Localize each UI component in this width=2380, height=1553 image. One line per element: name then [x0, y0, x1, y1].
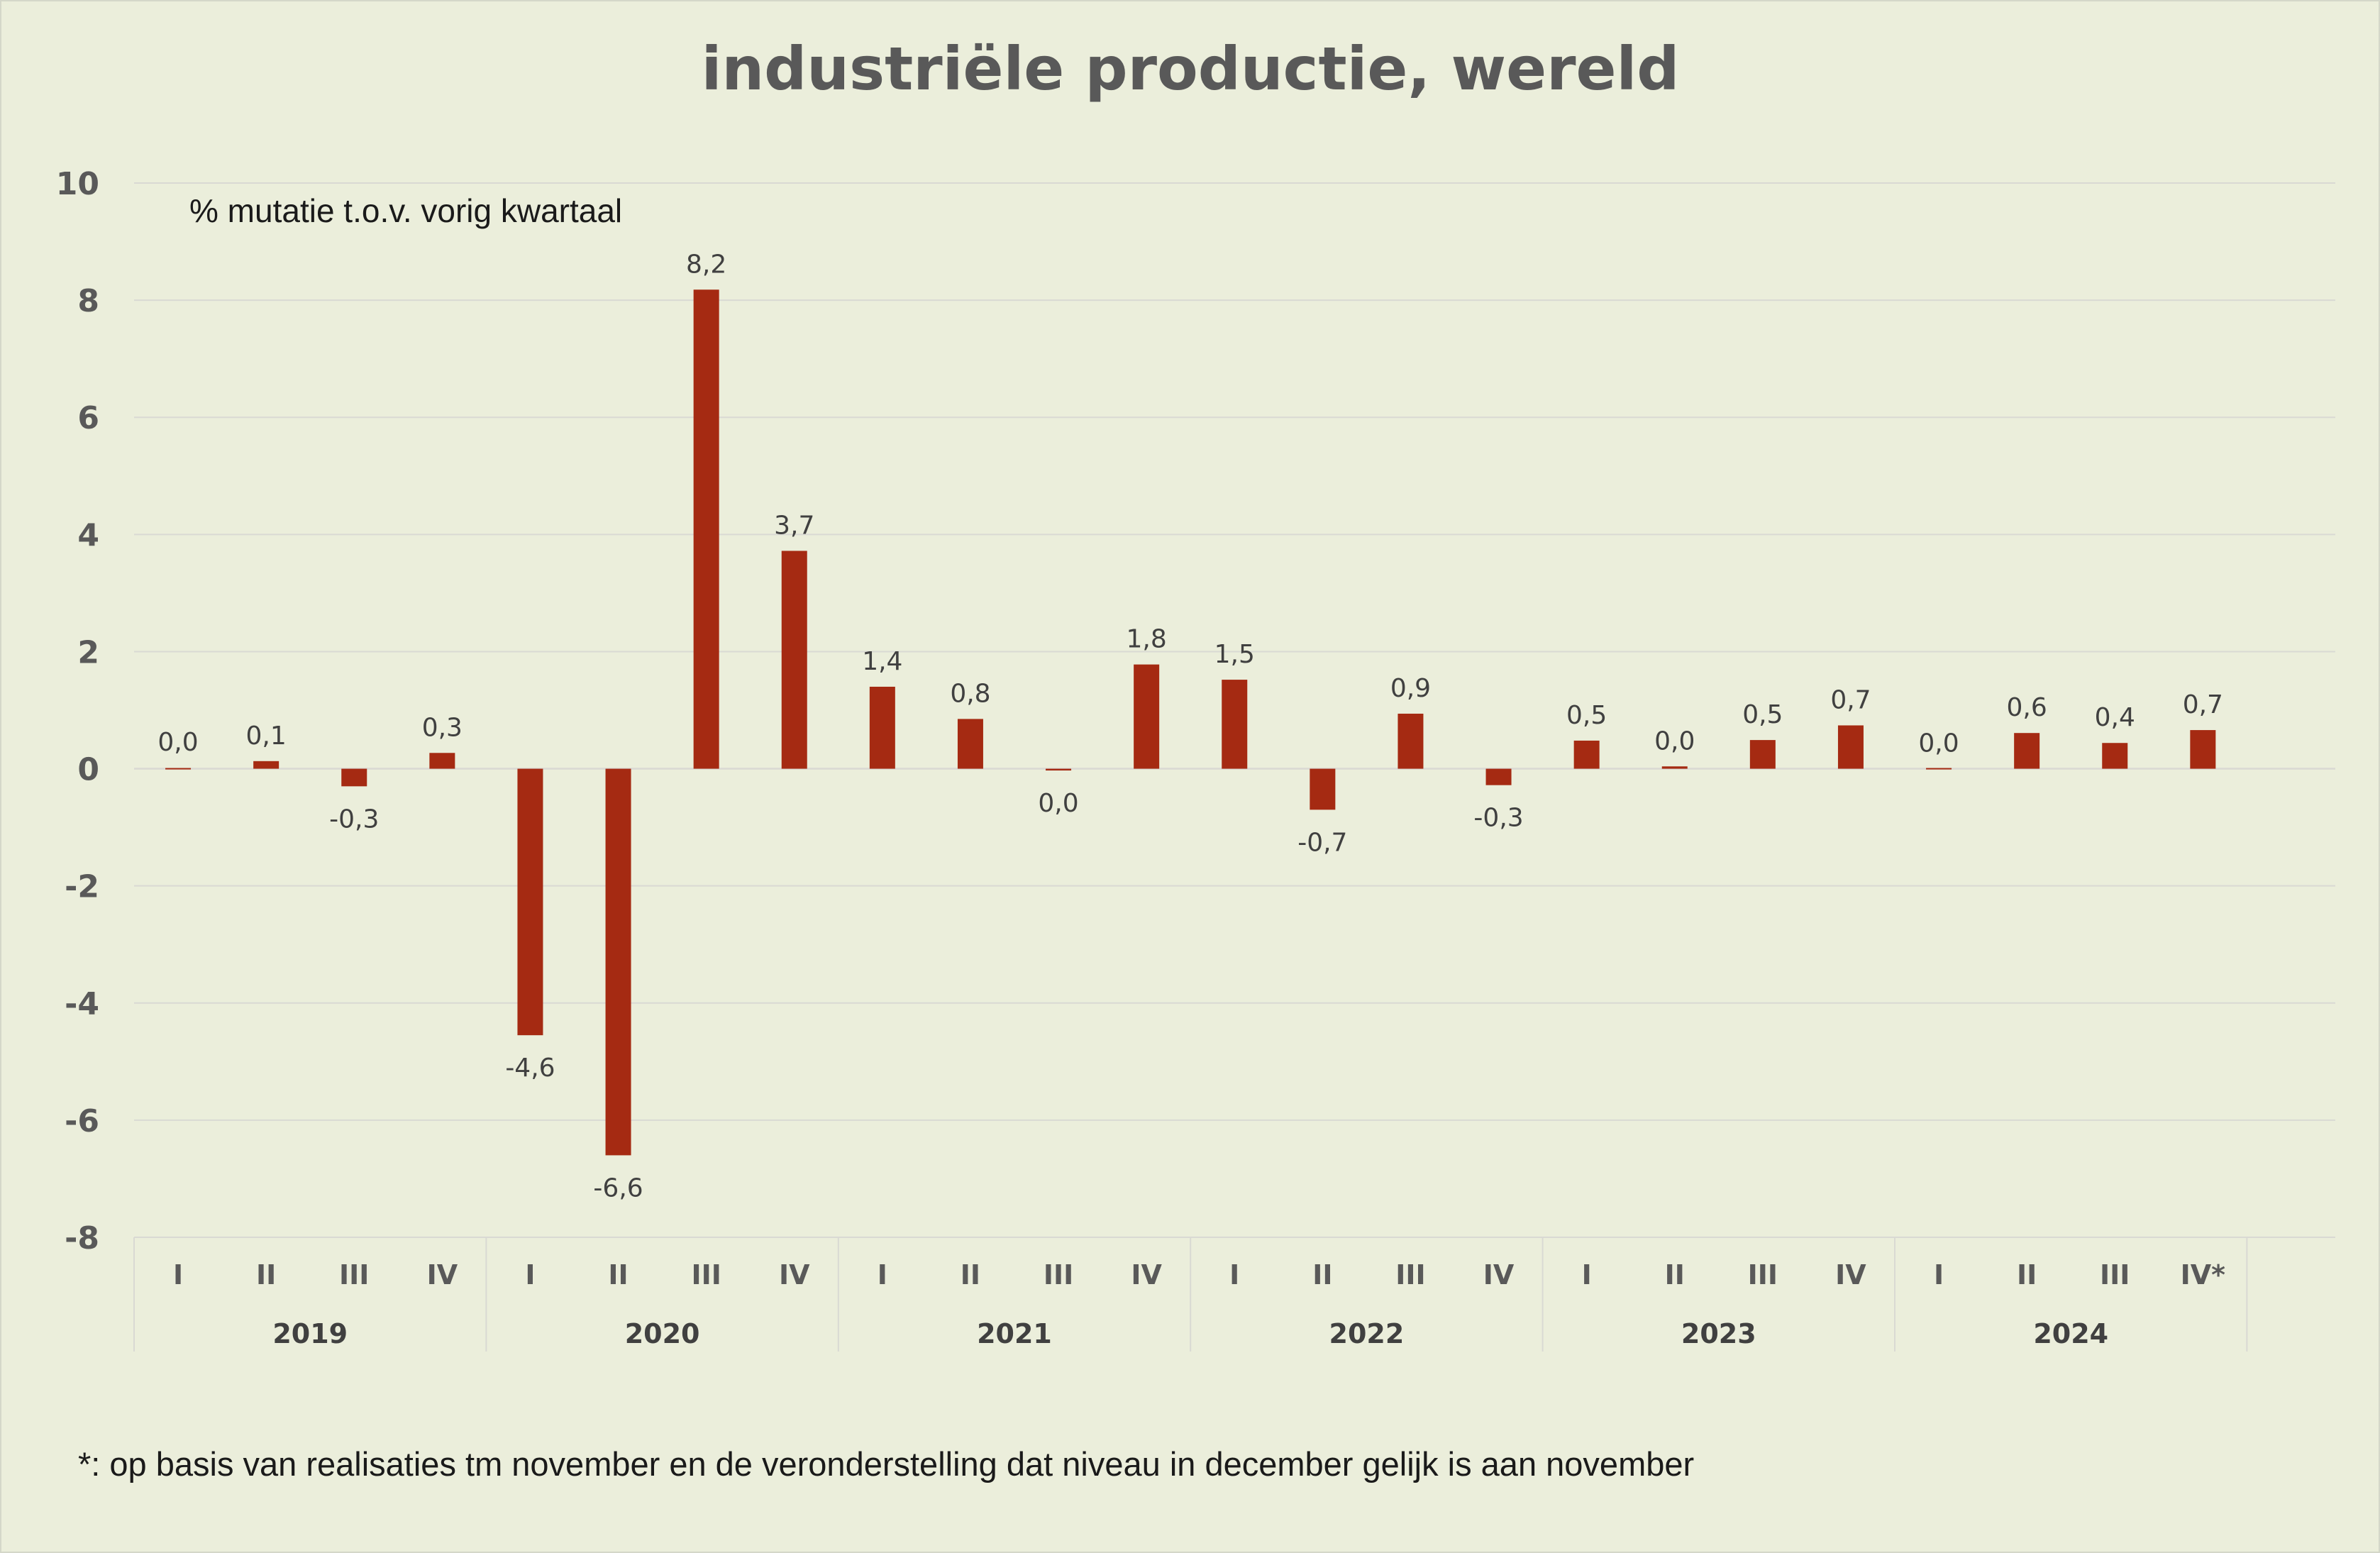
x-tick-label: IV [427, 1259, 458, 1291]
x-year-label: 2020 [625, 1318, 700, 1349]
data-label: -0,3 [329, 805, 379, 834]
bar [1310, 768, 1336, 810]
data-label: -4,6 [505, 1054, 555, 1083]
bar [1046, 768, 1072, 771]
bar [1134, 664, 1160, 769]
x-tick-label: II [1665, 1259, 1685, 1291]
x-tick-label: I [525, 1259, 535, 1291]
bar [781, 551, 807, 769]
data-label: 0,7 [1830, 685, 1871, 714]
y-tick-label: -6 [65, 1103, 99, 1139]
data-label: 0,0 [1038, 789, 1078, 818]
data-label: -6,6 [593, 1173, 643, 1203]
x-year-label: 2019 [272, 1318, 348, 1349]
data-label: 0,6 [2007, 693, 2047, 722]
y-tick-label: 8 [77, 283, 99, 319]
x-tick-label: IV* [2181, 1259, 2226, 1291]
data-label: 0,8 [950, 679, 990, 708]
data-labels: 0,0 0,1 -0,3 0,3 -4,6 -6,6 8,2 3,7 1,4 0,8 0,0 1,8 1… [157, 250, 2223, 1203]
data-label: 3,7 [774, 511, 814, 540]
x-tick-label: IV [1835, 1259, 1866, 1291]
y-tick-label: -4 [65, 986, 99, 1022]
x-tick-label: III [1395, 1259, 1425, 1291]
data-label: -0,3 [1473, 804, 1523, 833]
data-label: 0,4 [2095, 703, 2135, 732]
x-tick-label: II [608, 1259, 628, 1291]
bar [253, 761, 279, 769]
bar [341, 768, 367, 787]
y-axis: 10 8 6 4 2 0 -2 -4 -6 -8 [56, 166, 99, 1256]
x-tick-label: I [878, 1259, 887, 1291]
data-label: -0,7 [1297, 828, 1347, 857]
bar [2014, 733, 2040, 769]
data-label: 0,0 [1918, 729, 1959, 758]
x-tick-label: III [339, 1259, 369, 1291]
footnote: *: op basis van realisaties tm november … [78, 1445, 1694, 1483]
bar [2102, 743, 2128, 769]
x-tick-label: I [173, 1259, 183, 1291]
data-label: 0,3 [422, 713, 463, 742]
x-tick-label: I [1582, 1259, 1592, 1291]
bar [1837, 725, 1864, 769]
data-label: 8,2 [686, 250, 726, 279]
bar [517, 768, 543, 1036]
x-tick-label: IV [779, 1259, 810, 1291]
bar [165, 768, 192, 770]
bar [693, 289, 719, 769]
x-tick-label: III [2100, 1259, 2130, 1291]
data-label: 1,5 [1214, 640, 1255, 669]
x-year-label: 2024 [2033, 1318, 2108, 1349]
y-tick-label: 10 [56, 166, 99, 202]
y-tick-label: 2 [77, 634, 99, 670]
y-tick-label: 6 [77, 400, 99, 436]
data-label: 0,0 [1654, 726, 1695, 756]
x-tick-label: III [1044, 1259, 1073, 1291]
x-tick-label: I [1229, 1259, 1239, 1291]
data-label: 1,8 [1127, 625, 1167, 654]
chart-subtitle: % mutatie t.o.v. vorig kwartaal [189, 192, 622, 229]
chart-title: industriële productie, wereld [702, 34, 1680, 104]
data-label: 0,1 [246, 722, 287, 751]
bar [1485, 768, 1512, 785]
bar [957, 719, 983, 769]
x-tick-label: III [1748, 1259, 1778, 1291]
bar [1397, 713, 1424, 769]
bar [2190, 730, 2216, 769]
data-label: 0,9 [1390, 674, 1431, 703]
x-tick-label: IV [1483, 1259, 1515, 1291]
x-year-label: 2023 [1681, 1318, 1756, 1349]
data-label: 1,4 [862, 647, 902, 676]
data-label: 0,7 [2183, 690, 2223, 719]
x-tick-label: II [1312, 1259, 1332, 1291]
data-label: 0,0 [157, 728, 198, 757]
y-tick-label: 4 [77, 517, 99, 553]
bar [1926, 768, 1952, 770]
y-tick-label: -8 [65, 1220, 99, 1256]
x-tick-label: I [1934, 1259, 1944, 1291]
bar [1573, 740, 1600, 769]
bar [1749, 740, 1776, 769]
x-year-label: 2022 [1329, 1318, 1405, 1349]
x-tick-label: II [961, 1259, 980, 1291]
y-tick-label: 0 [77, 752, 99, 788]
bar [1222, 680, 1248, 769]
x-year-label: 2021 [977, 1318, 1052, 1349]
x-tick-label: III [691, 1259, 721, 1291]
bar [1661, 766, 1688, 769]
y-tick-label: -2 [65, 869, 99, 905]
x-axis: I II III IV I II III IV I II III IV I II III IV I II III IV… [133, 1237, 2335, 1352]
bar [429, 753, 455, 769]
x-tick-label: II [2017, 1259, 2037, 1291]
data-label: 0,5 [1566, 701, 1607, 730]
bar [605, 768, 631, 1156]
bars [165, 289, 2216, 1156]
x-tick-label: IV [1131, 1259, 1162, 1291]
x-tick-label: II [256, 1259, 276, 1291]
bar [869, 686, 895, 769]
data-label: 0,5 [1742, 700, 1783, 729]
